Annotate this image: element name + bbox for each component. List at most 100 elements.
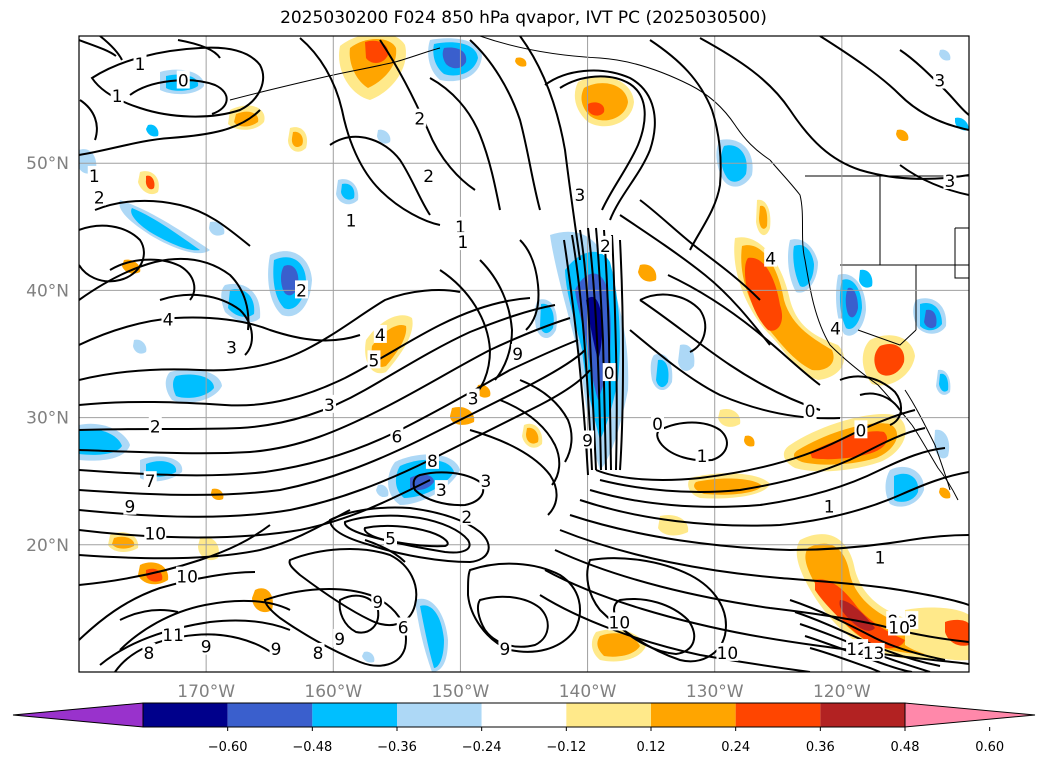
contour-label-bg — [92, 187, 106, 206]
contour-label-bg — [390, 426, 404, 445]
contour-labels: 1102121211324423453369900001112879101052… — [87, 53, 957, 664]
x-tick-label: 150°W — [432, 682, 490, 702]
x-tick-label: 160°W — [304, 682, 362, 702]
contour-label: 0 — [652, 415, 663, 435]
contour-label: 0 — [178, 72, 189, 92]
y-tick-label: 50°N — [26, 154, 69, 174]
contour-label-bg — [176, 70, 190, 89]
colorbar-tick-label: −0.12 — [546, 740, 586, 755]
colorbar-frame — [142, 702, 906, 728]
contour-label: 11 — [162, 626, 184, 646]
contour-label-bg — [608, 612, 631, 631]
contour-label-bg — [581, 430, 595, 449]
colorbar-tick-label: 0.24 — [721, 740, 750, 755]
contour-label-bg — [148, 416, 162, 435]
contour-label: 1 — [458, 233, 469, 253]
contour-label-bg — [123, 496, 137, 515]
contour-label: 0 — [604, 364, 615, 384]
contour-label: 9 — [500, 640, 511, 660]
contour-label: 5 — [385, 529, 396, 549]
contour-label-bg — [829, 318, 842, 337]
contour-label: 1 — [824, 498, 835, 518]
contour-label: 2 — [150, 418, 161, 438]
contour-label: 8 — [906, 612, 917, 632]
contour-label-bg — [396, 617, 410, 636]
contour-label-bg — [598, 235, 612, 254]
y-tick-label: 20°N — [26, 536, 69, 556]
contour-label: 2 — [414, 110, 425, 130]
contour-label: 1 — [455, 218, 466, 238]
x-tick-label: 120°W — [813, 682, 871, 702]
contour-label-bg — [161, 309, 175, 328]
y-tick-label: 30°N — [26, 409, 69, 429]
contour-label: 4 — [765, 250, 776, 270]
contour-label-bg — [651, 413, 664, 432]
contour-label-bg — [295, 280, 308, 299]
contour-label: 2 — [94, 189, 105, 209]
contour-label-bg — [269, 639, 283, 658]
contour-label-bg — [373, 324, 387, 343]
contour-label: 1 — [89, 167, 100, 187]
contour-label: 3 — [480, 472, 491, 492]
contour-label-bg — [460, 506, 474, 525]
colorbar: −0.60 −0.48 −0.36 −0.24 −0.12 0.12 0.24 0.36 0.4… — [12, 702, 1036, 755]
colorbar-tick-label: −0.36 — [377, 740, 417, 755]
contour-label-bg — [456, 232, 470, 251]
contour-label-bg — [322, 394, 336, 413]
colorbar-swatch — [566, 703, 651, 727]
contour-label: 1 — [697, 447, 708, 467]
contour-label-bg — [162, 625, 185, 644]
contour-label-bg — [466, 388, 480, 407]
contour-label: 10 — [609, 613, 631, 633]
contour-label-bg — [479, 471, 493, 490]
contour-label: 0 — [805, 402, 816, 422]
map-frame — [78, 35, 970, 673]
contour-label-bg — [425, 450, 439, 469]
contour-label-bg — [453, 216, 467, 235]
contour-label-bg — [434, 480, 448, 499]
colorbar-swatch — [481, 703, 567, 727]
contour-label-bg — [311, 642, 325, 661]
contour-label-bg — [133, 53, 147, 72]
contour-label: 3 — [436, 481, 447, 501]
colorbar-tick-label: −0.48 — [292, 740, 332, 755]
contour-label: 1 — [112, 87, 123, 107]
colorbar-swatch — [312, 703, 397, 727]
contour-label: 0 — [856, 421, 867, 441]
contour-label-bg — [822, 496, 836, 515]
contour-label-bg — [143, 471, 157, 490]
contour-label-bg — [943, 171, 957, 190]
colorbar-extend-low — [12, 702, 144, 728]
negative-anomaly-patches — [79, 38, 969, 672]
contour-label-bg — [888, 617, 911, 636]
axis-tick-labels: 170°W 160°W 150°W 140°W 130°W 120°W20°N30°N40… — [26, 154, 871, 702]
contour-label-bg — [87, 165, 101, 184]
contour-label: 2 — [423, 167, 434, 187]
contour-label: 3 — [226, 339, 237, 359]
contour-label: 10 — [176, 568, 198, 588]
contour-label-bg — [371, 592, 385, 611]
contour-label-bg — [854, 420, 868, 439]
contour-label: 9 — [582, 431, 593, 451]
colorbar-extend-high — [904, 702, 1036, 728]
contour-label-bg — [142, 642, 156, 661]
contour-label: 8 — [144, 644, 155, 664]
contour-label-bg — [803, 401, 817, 420]
contour-label: 9 — [334, 630, 345, 650]
contour-label: 4 — [163, 311, 174, 331]
contour-label-bg — [716, 642, 739, 661]
chart-title: 2025030200 F024 850 hPa qvapor, IVT PC (… — [280, 8, 767, 28]
contour-label: 7 — [145, 472, 156, 492]
colorbar-swatch — [143, 703, 228, 727]
contour-label: 2 — [296, 281, 307, 301]
contour-label: 3 — [468, 390, 479, 410]
contour-label: 8 — [427, 452, 438, 472]
colorbar-swatch — [651, 703, 736, 727]
colorbar-swatch — [735, 703, 821, 727]
contour-label: 3 — [324, 396, 335, 416]
colorbar-swatch — [227, 703, 313, 727]
contour-label-bg — [862, 642, 885, 661]
contour-label: 9 — [512, 345, 523, 365]
contour-label: 3 — [575, 186, 586, 206]
colorbar-swatch — [820, 703, 905, 727]
